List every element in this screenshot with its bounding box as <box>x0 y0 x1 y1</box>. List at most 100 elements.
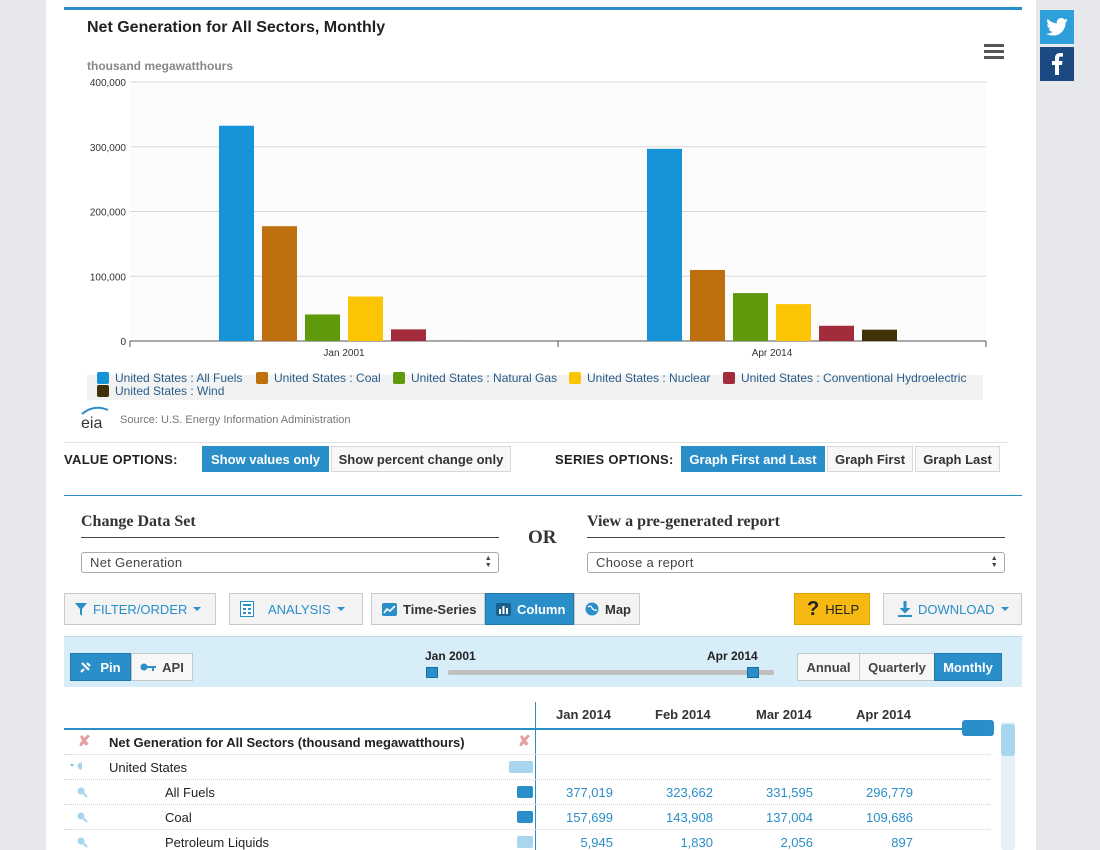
chart-units: thousand megawatthours <box>87 59 233 73</box>
filter-icon <box>75 602 87 616</box>
chevron-down-icon <box>1000 607 1009 611</box>
chart-series-icon[interactable] <box>509 761 533 773</box>
chart-series-icon[interactable] <box>517 786 533 798</box>
help-label: HELP <box>825 601 860 617</box>
time-series-button[interactable]: Time-Series <box>371 593 485 625</box>
expand-magnifier-icon[interactable] <box>70 761 82 773</box>
data-set-select[interactable]: Net Generation ▲ ▼ <box>81 552 499 573</box>
header-divider <box>64 728 964 730</box>
range-start-handle[interactable] <box>426 667 438 678</box>
map-label: Map <box>605 601 631 617</box>
show-percent-change-button[interactable]: Show percent change only <box>331 446 511 472</box>
api-button[interactable]: API <box>131 653 193 681</box>
region-label: United States <box>109 760 188 775</box>
x-tick-label: Jan 2001 <box>323 348 365 359</box>
chevron-down-icon <box>193 607 202 611</box>
chart-menu-icon[interactable] <box>984 44 1004 60</box>
show-values-button[interactable]: Show values only <box>202 446 329 472</box>
cell-value: 1,830 <box>680 835 713 850</box>
pin-icon <box>80 662 92 673</box>
y-tick-label: 100,000 <box>90 272 127 283</box>
cell-value: 2,056 <box>780 835 813 850</box>
range-end-handle[interactable] <box>747 667 759 678</box>
column-divider <box>535 702 536 850</box>
remove-icon[interactable]: ✘ <box>78 733 91 750</box>
vertical-scroll-thumb[interactable] <box>1001 724 1015 756</box>
column-chart-icon <box>496 602 511 616</box>
magnifier-icon[interactable] <box>76 811 88 823</box>
annual-button[interactable]: Annual <box>797 653 860 681</box>
twitter-icon <box>1046 18 1068 36</box>
facebook-icon <box>1052 53 1063 75</box>
y-tick-label: 0 <box>120 337 126 348</box>
legend-swatch <box>569 372 581 384</box>
graph-last-button[interactable]: Graph Last <box>915 446 1000 472</box>
chevron-down-icon <box>336 607 345 611</box>
bar <box>647 148 682 341</box>
legend-swatch <box>723 372 735 384</box>
column-header: Feb 2014 <box>655 707 711 722</box>
report-select[interactable]: Choose a report ▲ ▼ <box>587 552 1005 573</box>
date-range-panel: Pin API Jan 2001 Apr 2014 Annual Quarter… <box>64 636 1022 687</box>
table-row: Petroleum Liquids 5,945 1,830 2,056 897 <box>64 830 990 850</box>
key-icon <box>140 663 157 671</box>
y-tick-label: 200,000 <box>90 208 127 219</box>
legend-swatch <box>97 385 109 397</box>
magnifier-icon[interactable] <box>76 786 88 798</box>
eia-logo: eia <box>81 406 109 432</box>
pin-button[interactable]: Pin <box>70 653 131 681</box>
report-select-value: Choose a report <box>596 555 694 570</box>
cell-value: 897 <box>891 835 913 850</box>
horizontal-scroll-thumb[interactable] <box>962 720 994 736</box>
legend-box <box>87 375 983 400</box>
pin-label: Pin <box>100 659 121 675</box>
options-bar: VALUE OPTIONS: Show values only Show per… <box>64 442 1008 472</box>
download-icon <box>898 601 912 617</box>
cell-value: 143,908 <box>666 810 713 825</box>
remove-icon[interactable]: ✘ <box>518 733 531 750</box>
legend-swatch <box>256 372 268 384</box>
analysis-label: ANALYSIS <box>268 601 331 617</box>
graph-first-and-last-button[interactable]: Graph First and Last <box>681 446 825 472</box>
filter-order-label: FILTER/ORDER <box>93 601 188 617</box>
bar <box>819 325 854 341</box>
chart-series-icon[interactable] <box>517 811 533 823</box>
y-tick-label: 300,000 <box>90 143 127 154</box>
filter-order-button[interactable]: FILTER/ORDER <box>64 593 216 625</box>
cell-value: 157,699 <box>566 810 613 825</box>
y-tick-label: 400,000 <box>90 78 127 89</box>
row-label: Coal <box>165 810 192 825</box>
quarterly-button[interactable]: Quarterly <box>859 653 935 681</box>
section-divider <box>64 495 1022 496</box>
map-button[interactable]: Map <box>574 593 640 625</box>
globe-icon <box>585 602 599 616</box>
cell-value: 5,945 <box>580 835 613 850</box>
help-button[interactable]: ? HELP <box>794 593 870 625</box>
row-label: Petroleum Liquids <box>165 835 270 850</box>
download-button[interactable]: DOWNLOAD <box>883 593 1022 625</box>
twitter-share-button[interactable] <box>1040 10 1074 44</box>
api-label: API <box>162 659 184 675</box>
facebook-share-button[interactable] <box>1040 47 1074 81</box>
svg-text:eia: eia <box>81 415 102 432</box>
date-range-slider[interactable] <box>448 670 774 675</box>
top-rule <box>64 7 1022 10</box>
magnifier-icon[interactable] <box>76 836 88 848</box>
range-end-label: Apr 2014 <box>707 649 758 663</box>
select-arrows-icon: ▲ ▼ <box>484 555 492 569</box>
select-arrows-icon: ▲ ▼ <box>990 555 998 569</box>
column-header: Apr 2014 <box>856 707 911 722</box>
analysis-icon <box>240 601 254 617</box>
analysis-button[interactable]: ANALYSIS <box>229 593 363 625</box>
graph-first-button[interactable]: Graph First <box>827 446 913 472</box>
bar <box>391 329 426 341</box>
chart-series-icon[interactable] <box>517 836 533 848</box>
monthly-button[interactable]: Monthly <box>934 653 1002 681</box>
chart-container: Net Generation for All Sectors, Monthly … <box>64 10 1022 480</box>
chart-title: Net Generation for All Sectors, Monthly <box>87 19 385 36</box>
column-header: Mar 2014 <box>756 707 812 722</box>
column-button[interactable]: Column <box>485 593 574 625</box>
column-label: Column <box>517 601 566 617</box>
legend-swatch <box>393 372 405 384</box>
x-tick-label: Apr 2014 <box>752 348 793 359</box>
